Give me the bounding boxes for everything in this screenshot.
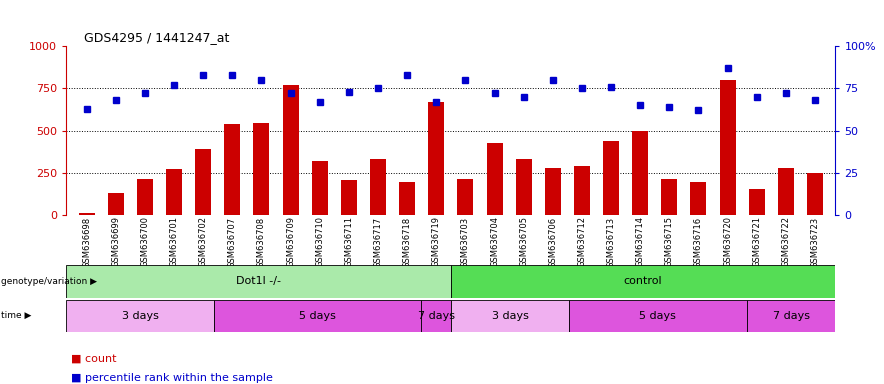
Bar [515, 159, 531, 215]
Bar [166, 169, 182, 215]
Bar [807, 173, 823, 215]
Bar [778, 168, 794, 215]
Bar [341, 180, 357, 215]
Bar [545, 168, 560, 215]
Text: 7 days: 7 days [773, 311, 810, 321]
Bar [400, 182, 415, 215]
Text: 3 days: 3 days [122, 311, 159, 321]
Bar [214, 300, 422, 332]
Text: Dot1l -/-: Dot1l -/- [236, 276, 281, 286]
Bar [195, 149, 211, 215]
Bar [428, 102, 445, 215]
Bar [79, 212, 95, 215]
Bar [603, 141, 619, 215]
Bar [749, 189, 765, 215]
Bar [451, 265, 835, 298]
Bar [283, 85, 299, 215]
Bar [66, 300, 214, 332]
Bar [720, 80, 735, 215]
Bar [574, 166, 590, 215]
Bar [451, 300, 569, 332]
Text: control: control [624, 276, 662, 286]
Text: 5 days: 5 days [639, 311, 676, 321]
Text: 3 days: 3 days [492, 311, 529, 321]
Text: 5 days: 5 days [300, 311, 336, 321]
Text: time ▶: time ▶ [1, 311, 31, 320]
Bar [486, 143, 502, 215]
Text: ■ percentile rank within the sample: ■ percentile rank within the sample [71, 373, 272, 383]
Text: genotype/variation ▶: genotype/variation ▶ [1, 277, 97, 286]
Bar [312, 161, 328, 215]
Bar [66, 265, 451, 298]
Text: ■ count: ■ count [71, 354, 116, 364]
Text: GDS4295 / 1441247_at: GDS4295 / 1441247_at [84, 31, 229, 44]
Bar [569, 300, 747, 332]
Bar [370, 159, 386, 215]
Bar [254, 123, 270, 215]
Bar [632, 131, 648, 215]
Bar [137, 179, 153, 215]
Bar [225, 124, 240, 215]
Bar [690, 182, 706, 215]
Bar [108, 193, 124, 215]
Bar [747, 300, 835, 332]
Bar [457, 179, 474, 215]
Bar [661, 179, 677, 215]
Text: 7 days: 7 days [417, 311, 454, 321]
Bar [422, 300, 451, 332]
